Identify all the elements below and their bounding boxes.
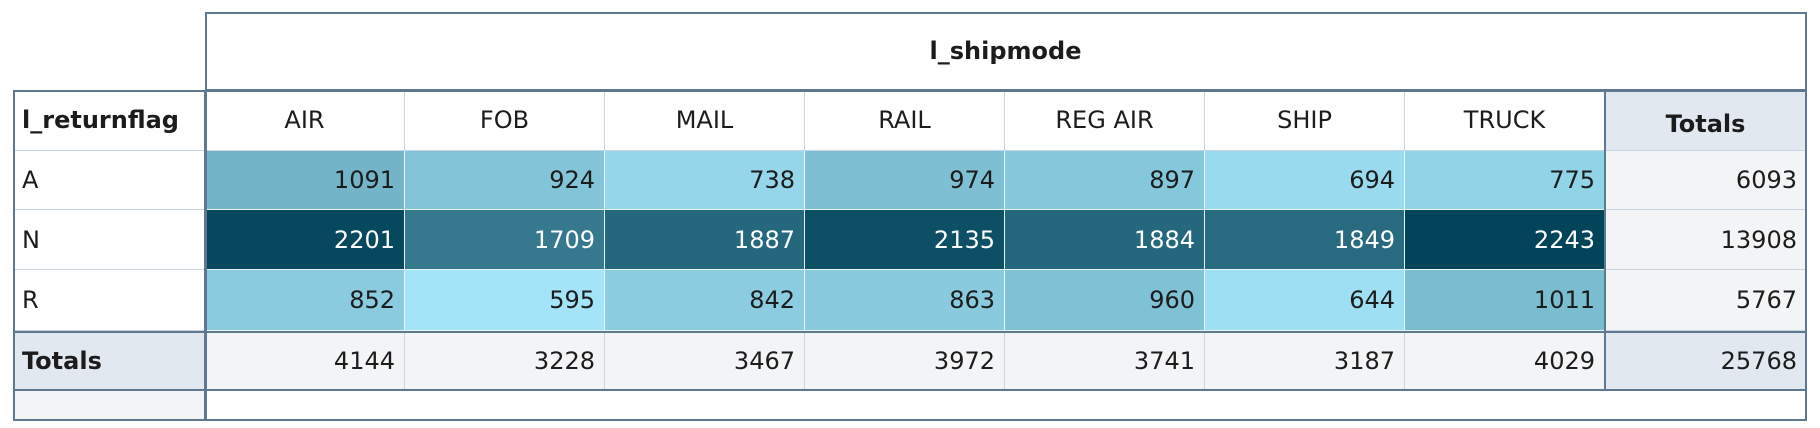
heat-cell: 644 [1205, 270, 1405, 331]
grand-total: 25768 [1605, 331, 1807, 391]
heat-cell: 842 [605, 270, 805, 331]
heat-cell: 1887 [605, 210, 805, 270]
row-label: R [13, 270, 205, 331]
column-header: AIR [205, 90, 405, 151]
heat-cell: 960 [1005, 270, 1205, 331]
row-label: N [13, 210, 205, 270]
column-header: RAIL [805, 90, 1005, 151]
column-total: 4029 [1405, 331, 1605, 391]
heat-cell: 775 [1405, 151, 1605, 210]
column-total: 3467 [605, 331, 805, 391]
heat-cell: 924 [405, 151, 605, 210]
column-total: 4144 [205, 331, 405, 391]
heat-cell: 1011 [1405, 270, 1605, 331]
heat-cell: 2135 [805, 210, 1005, 270]
heat-cell: 1709 [405, 210, 605, 270]
column-header: REG AIR [1005, 90, 1205, 151]
empty-row [13, 391, 205, 421]
column-total: 3741 [1005, 331, 1205, 391]
heat-cell: 974 [805, 151, 1005, 210]
row-dimension: l_returnflag [13, 90, 205, 151]
heat-cell: 595 [405, 270, 605, 331]
heat-cell: 694 [1205, 151, 1405, 210]
totals-row-label: Totals [13, 331, 205, 391]
heat-cell: 2201 [205, 210, 405, 270]
column-dimension: l_shipmode [205, 12, 1807, 90]
column-header: FOB [405, 90, 605, 151]
column-header: SHIP [1205, 90, 1405, 151]
empty-row [205, 391, 1807, 421]
heat-cell: 863 [805, 270, 1005, 331]
column-header: MAIL [605, 90, 805, 151]
heat-cell: 738 [605, 151, 805, 210]
totals-header: Totals [1605, 90, 1807, 151]
heat-cell: 1884 [1005, 210, 1205, 270]
column-total: 3228 [405, 331, 605, 391]
heat-cell: 1849 [1205, 210, 1405, 270]
column-header: TRUCK [1405, 90, 1605, 151]
heat-cell: 897 [1005, 151, 1205, 210]
row-label: A [13, 151, 205, 210]
heat-cell: 852 [205, 270, 405, 331]
heat-cell: 1091 [205, 151, 405, 210]
row-total: 13908 [1605, 210, 1807, 270]
heat-cell: 2243 [1405, 210, 1605, 270]
row-total: 6093 [1605, 151, 1807, 210]
column-total: 3187 [1205, 331, 1405, 391]
row-total: 5767 [1605, 270, 1807, 331]
column-total: 3972 [805, 331, 1005, 391]
